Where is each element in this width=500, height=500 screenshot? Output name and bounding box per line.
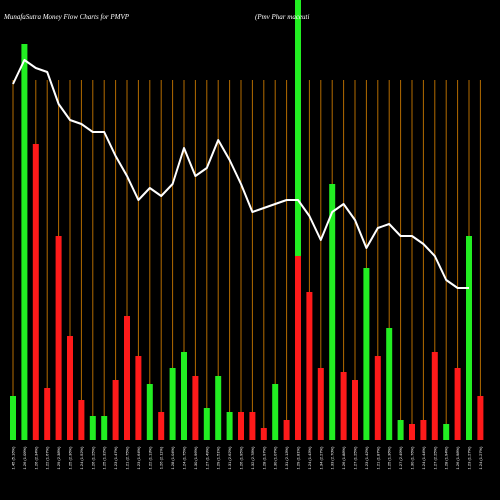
bar-up (203, 408, 210, 440)
x-tick-label: 1.23 (1.42%) (364, 446, 369, 470)
x-tick-label: 1.32 (2.78%) (250, 446, 255, 470)
bar-up (386, 328, 393, 440)
bar-up (10, 396, 16, 440)
chart-subtitle: (Pmv Phar maceuti (255, 13, 309, 21)
bar-up (181, 352, 187, 440)
bar-down (238, 412, 244, 440)
bar-down (55, 236, 62, 440)
x-tick-label: 1.25 (1.36%) (387, 446, 392, 470)
price-line-layer (12, 59, 469, 289)
bar-up (89, 416, 96, 440)
bar-down (283, 420, 290, 440)
bar-down (295, 256, 301, 440)
bar-up (21, 44, 28, 440)
bar-down (420, 420, 427, 440)
x-tick-label: 1.24 (1.43%) (307, 446, 312, 470)
bar-down (477, 396, 484, 440)
bar-down (67, 336, 73, 440)
x-tick-label: 1.30 (1.07%) (273, 446, 278, 470)
x-tick-label: 1.25 (2.36%) (68, 446, 73, 470)
bar-up (397, 420, 404, 440)
x-tick-label: 1.29 (1.81%) (296, 446, 301, 470)
x-tick-label: 1.25 (1.32%) (102, 446, 107, 470)
bar-down (374, 356, 381, 440)
x-tick-label: 1.29 (1.51%) (216, 446, 221, 470)
bar-down (409, 424, 415, 440)
bar-up (169, 368, 176, 440)
bar-down (431, 352, 438, 440)
bar-down (249, 412, 256, 440)
bar-up (443, 424, 450, 440)
bar-down (454, 368, 461, 440)
x-tick-label: 1.28 (1.97%) (261, 446, 266, 470)
x-tick-label: 1.21 (2.75%) (125, 446, 130, 470)
x-tick-label: 1.30 (1.76%) (410, 446, 415, 470)
bar-down (306, 292, 313, 440)
bar-up (272, 384, 279, 440)
bar-up (226, 412, 233, 440)
x-tick-label: 1.21 (1.87%) (375, 446, 380, 470)
bar-down (192, 376, 199, 440)
bar-down (124, 316, 130, 440)
x-tick-labels: 1.45 (5.16%) 1.26 (1.09%) 1.26 (2.34%) 1.22… (11, 446, 483, 470)
bar-up (215, 376, 222, 440)
bar-up (329, 184, 336, 440)
x-tick-label: 1.28 (1.04%) (170, 446, 175, 470)
x-tick-label: 1.24 (1.52%) (79, 446, 84, 470)
grid-lines (12, 0, 481, 440)
x-tick-label: 1.22 (1.67%) (45, 446, 50, 470)
x-tick-label: 1.26 (2.34%) (33, 446, 38, 470)
x-tick-label: 1.23 (1.47%) (113, 446, 118, 470)
x-tick-label: 1.29 (2.38%) (56, 446, 61, 470)
x-tick-label: 1.31 (2.13%) (284, 446, 289, 470)
x-tick-label: 1.26 (1.95%) (239, 446, 244, 470)
x-tick-label: 1.26 (1.25%) (90, 446, 95, 470)
bar-down (340, 372, 347, 440)
x-tick-label: 1.24 (1.75%) (182, 446, 187, 470)
x-tick-label: 1.27 (1.25%) (353, 446, 358, 470)
x-tick-label: 1.23 (1.27%) (467, 446, 472, 470)
x-tick-label: 1.30 (1.96%) (193, 446, 198, 470)
bar-down (112, 380, 119, 440)
bar-down (32, 144, 39, 440)
bar-up (466, 236, 472, 440)
x-tick-label: 1.23 (1.64%) (136, 446, 141, 470)
x-tick-label: 1.22 (1.13%) (147, 446, 152, 470)
price-line (12, 59, 469, 289)
x-tick-label: 1.33 (2.70%) (330, 446, 335, 470)
x-tick-label: 1.26 (1.09%) (22, 446, 27, 470)
x-tick-label: 1.28 (1.94%) (444, 446, 449, 470)
bar-down (78, 400, 85, 440)
bar-down (260, 428, 267, 440)
bar-up (363, 268, 370, 440)
x-tick-label: 1.26 (2.11%) (159, 446, 164, 469)
x-tick-label: 1.27 (1.49%) (204, 446, 209, 470)
bar-down (352, 380, 358, 440)
x-tick-label: 1.31 (2.62%) (227, 446, 232, 470)
bar-down (158, 412, 165, 440)
x-tick-label: 1.34 (2.27%) (318, 446, 323, 470)
bar-up (101, 416, 108, 440)
x-tick-label: 1.24 (1.44%) (421, 446, 426, 470)
x-tick-label: 1.45 (5.16%) (11, 446, 16, 470)
bar-down (317, 368, 324, 440)
bar-down (135, 356, 142, 440)
chart-title: MunafaSutra Money Flow Charts for PMVP (3, 13, 130, 21)
x-tick-label: 1.24 (1.27%) (478, 446, 483, 470)
x-tick-label: 1.27 (2.25%) (432, 446, 437, 470)
x-tick-label: 1.27 (2.49%) (398, 446, 403, 470)
x-tick-label: 1.26 (1.88%) (341, 446, 346, 470)
bar-down (44, 388, 51, 440)
x-tick-label: 1.26 (1.98%) (455, 446, 460, 470)
bar-up (146, 384, 153, 440)
bars (10, 44, 484, 440)
